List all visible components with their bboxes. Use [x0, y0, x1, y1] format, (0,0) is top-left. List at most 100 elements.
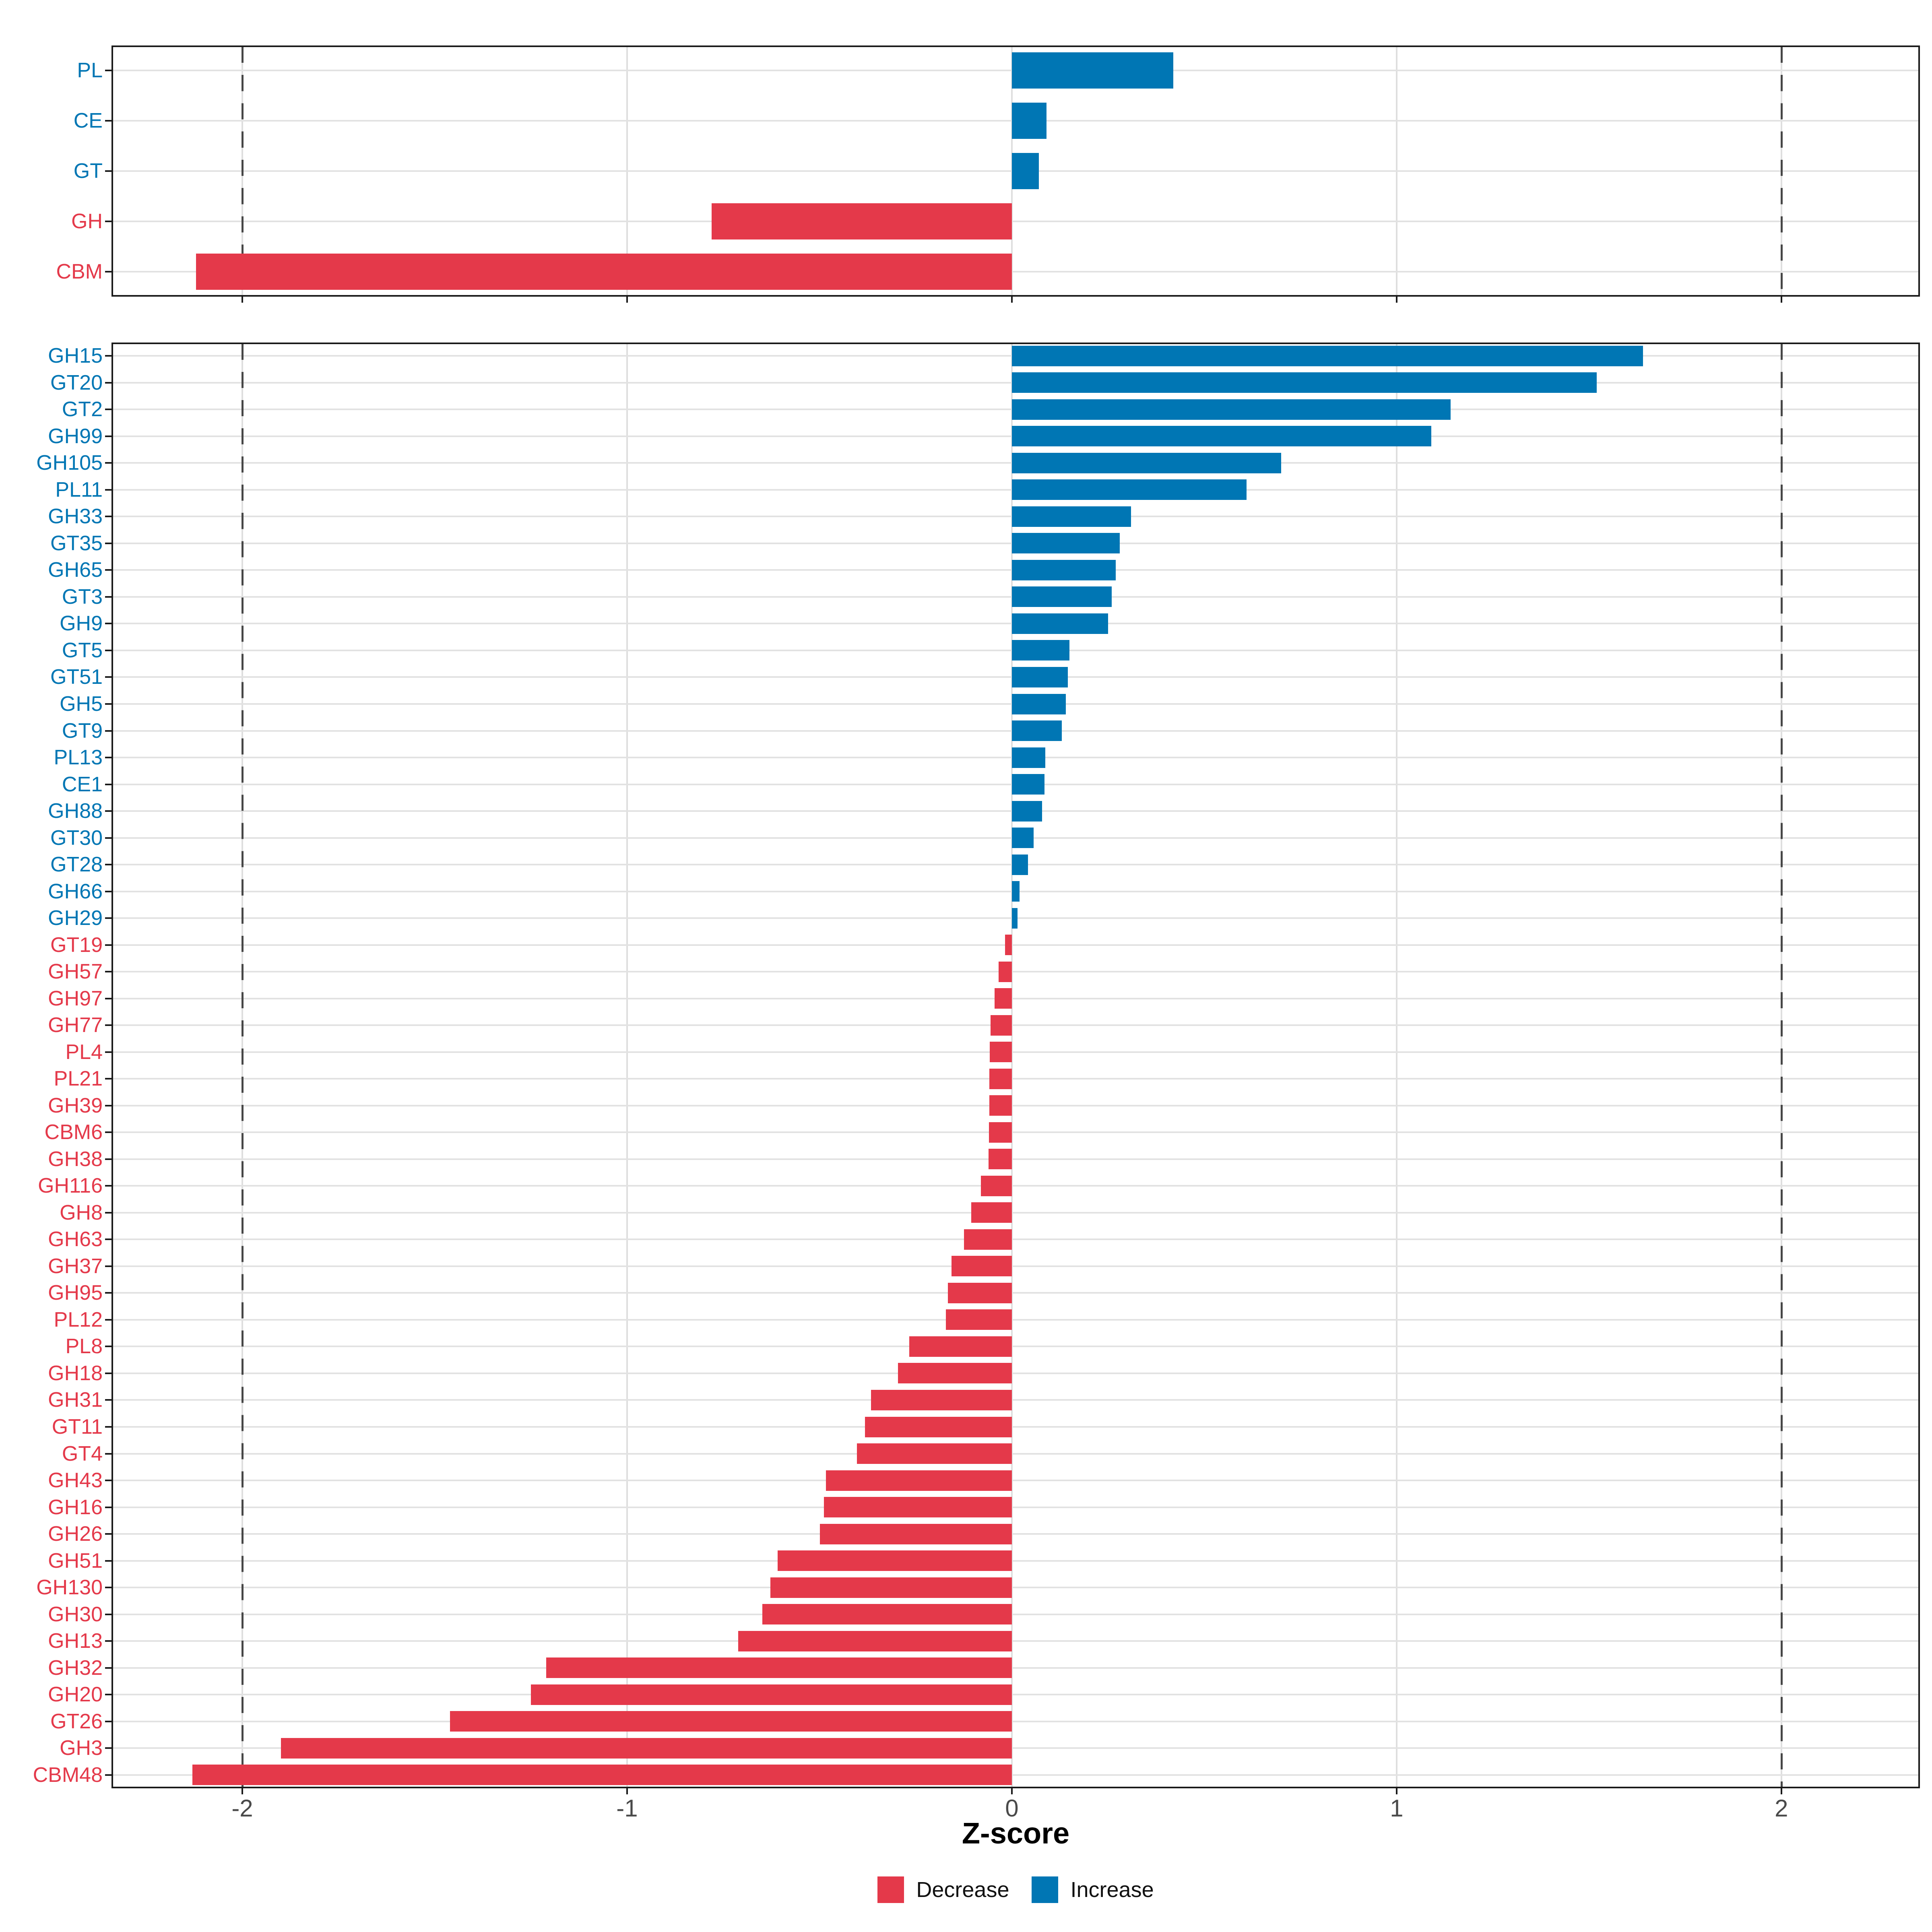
x-tick-label: 1: [1390, 1795, 1404, 1822]
bar-GH38: [988, 1149, 1012, 1170]
y-label-GH43: GH43: [48, 1469, 103, 1492]
y-gridline: [113, 997, 1918, 999]
y-gridline: [113, 1774, 1918, 1776]
decrease-swatch: [877, 1876, 904, 1903]
y-tick: [105, 1640, 111, 1642]
x-tick-label: -2: [231, 1795, 253, 1822]
bar-GH33: [1011, 506, 1131, 527]
y-tick: [105, 435, 111, 437]
bar-GH3: [281, 1738, 1012, 1759]
y-tick: [105, 1533, 111, 1535]
y-gridline: [113, 1506, 1918, 1508]
y-gridline: [113, 1319, 1918, 1321]
bar-GH57: [999, 961, 1012, 982]
y-label-GH39: GH39: [48, 1094, 103, 1117]
y-label-GH97: GH97: [48, 987, 103, 1010]
legend-item-increase: Increase: [1032, 1876, 1154, 1903]
y-label-GH105: GH105: [36, 451, 103, 475]
y-label-GT20: GT20: [50, 371, 103, 394]
y-gridline: [113, 1238, 1918, 1241]
y-tick: [105, 1185, 111, 1187]
bar-GH66: [1011, 881, 1020, 902]
y-label-CE: CE: [73, 109, 103, 133]
bar-PL4: [990, 1042, 1012, 1063]
y-tick: [105, 944, 111, 946]
y-tick: [105, 220, 111, 222]
y-gridline: [113, 1051, 1918, 1053]
bar-GH5: [1011, 694, 1066, 714]
y-tick: [105, 1346, 111, 1348]
bar-GH: [712, 203, 1012, 239]
y-label-GT28: GT28: [50, 853, 103, 877]
increase-swatch: [1032, 1876, 1059, 1903]
y-label-GH20: GH20: [48, 1683, 103, 1707]
y-tick: [105, 1667, 111, 1669]
y-tick: [105, 971, 111, 973]
y-label-GH9: GH9: [60, 612, 103, 636]
y-tick: [105, 917, 111, 919]
y-label-GH57: GH57: [48, 960, 103, 984]
panel-enzyme-families: [111, 343, 1920, 1788]
y-gridline: [113, 971, 1918, 973]
x-gridline: [626, 344, 628, 1787]
y-label-GH32: GH32: [48, 1656, 103, 1680]
y-label-GH15: GH15: [48, 344, 103, 368]
y-tick: [105, 1078, 111, 1080]
y-tick: [105, 1238, 111, 1241]
bar-GH8: [971, 1202, 1012, 1223]
y-tick: [105, 1694, 111, 1696]
bar-GT20: [1011, 372, 1597, 393]
y-tick: [105, 70, 111, 72]
y-label-GH130: GH130: [36, 1576, 103, 1600]
reference-line: [1780, 344, 1783, 1787]
bar-GH18: [898, 1363, 1012, 1384]
bar-GT19: [1005, 935, 1012, 956]
y-tick: [105, 1560, 111, 1562]
x-tick: [1011, 297, 1013, 303]
y-gridline: [113, 1694, 1918, 1696]
y-label-CBM48: CBM48: [33, 1763, 103, 1787]
y-label-GT9: GT9: [62, 719, 103, 743]
y-label-GH66: GH66: [48, 879, 103, 903]
bar-GH77: [991, 1015, 1012, 1036]
y-tick: [105, 1453, 111, 1455]
y-label-GT4: GT4: [62, 1442, 103, 1466]
y-tick: [105, 516, 111, 518]
y-tick: [105, 1774, 111, 1776]
bar-GT11: [865, 1416, 1012, 1437]
legend: Decrease Increase: [111, 1876, 1920, 1904]
y-gridline: [113, 1480, 1918, 1482]
y-tick: [105, 170, 111, 172]
y-label-GT5: GT5: [62, 638, 103, 662]
y-tick: [105, 890, 111, 892]
y-label-GT3: GT3: [62, 585, 103, 609]
legend-item-decrease: Decrease: [877, 1876, 1009, 1903]
bar-GH116: [980, 1175, 1012, 1196]
bar-GH13: [738, 1631, 1012, 1651]
y-label-GH30: GH30: [48, 1602, 103, 1626]
y-label-GT: GT: [73, 159, 103, 183]
legend-label-increase: Increase: [1070, 1878, 1154, 1902]
y-tick: [105, 997, 111, 999]
y-tick: [105, 810, 111, 812]
y-label-GH16: GH16: [48, 1495, 103, 1519]
y-label-PL21: PL21: [54, 1067, 103, 1091]
x-tick: [626, 297, 628, 303]
x-tick-label: -1: [616, 1795, 638, 1822]
x-tick-label: 2: [1775, 1795, 1788, 1822]
bar-GT4: [857, 1443, 1012, 1464]
bar-GH30: [762, 1604, 1012, 1625]
panel-enzyme-classes: [111, 45, 1920, 297]
bar-GH130: [770, 1577, 1012, 1598]
y-gridline: [113, 1426, 1918, 1428]
bar-GH65: [1011, 559, 1116, 580]
y-tick: [105, 649, 111, 651]
y-gridline: [113, 1104, 1918, 1106]
y-label-GH77: GH77: [48, 1013, 103, 1037]
bar-GT51: [1011, 667, 1068, 687]
y-tick: [105, 355, 111, 357]
x-tick: [626, 1788, 628, 1794]
y-label-GH26: GH26: [48, 1522, 103, 1546]
y-gridline: [113, 1372, 1918, 1374]
y-tick: [105, 1506, 111, 1508]
